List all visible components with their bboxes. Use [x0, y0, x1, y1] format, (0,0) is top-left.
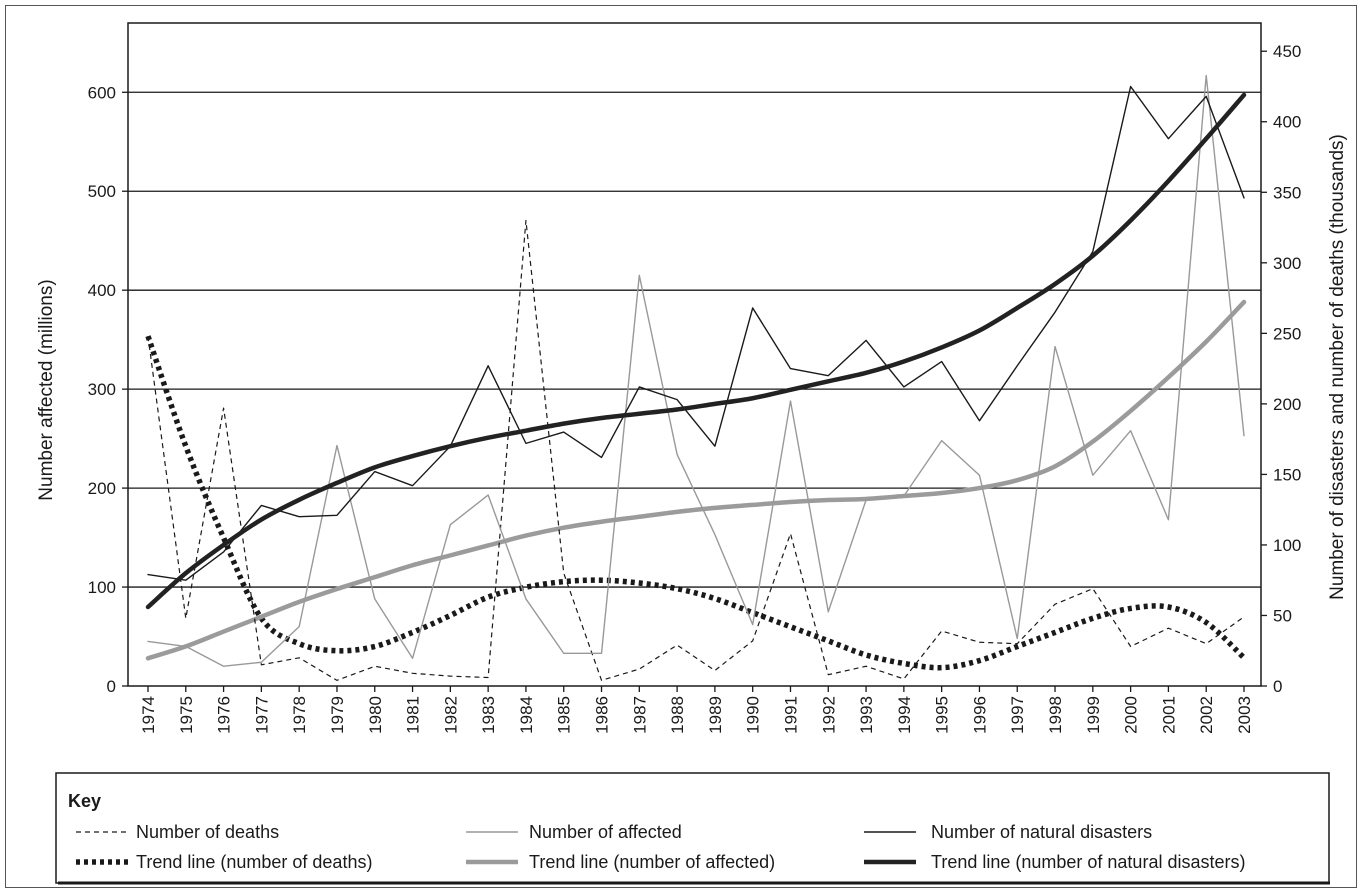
right-tick-label: 350	[1273, 183, 1301, 202]
x-tick-label: 1980	[366, 696, 385, 734]
left-tick-label: 0	[107, 677, 116, 696]
x-tick-label: 1975	[177, 696, 196, 734]
legend-label: Trend line (number of deaths)	[136, 852, 372, 872]
plot-area	[127, 22, 1262, 687]
x-tick-label: 1987	[630, 696, 649, 734]
x-tick-label: 2003	[1235, 696, 1254, 734]
legend: Key Number of deaths Number of affected Nu…	[55, 772, 1330, 885]
legend-label: Number of deaths	[136, 822, 279, 842]
x-tick-label: 1992	[819, 696, 838, 734]
right-tick-label: 450	[1273, 42, 1301, 61]
right-axis-title: Number of disasters and number of deaths…	[1327, 134, 1348, 600]
x-tick-label: 1996	[970, 696, 989, 734]
series-layer	[145, 74, 1247, 681]
left-tick-label: 100	[88, 578, 116, 597]
x-tick-label: 1982	[441, 696, 460, 734]
right-tick-label: 50	[1273, 606, 1292, 625]
right-tick-label: 300	[1273, 254, 1301, 273]
left-tick-label: 200	[88, 479, 116, 498]
legend-label: Trend line (number of natural disasters)	[931, 852, 1245, 872]
x-tick-label: 1990	[744, 696, 763, 734]
line-chart: 0 100 200 300 400 500 600 0 50 100 150 200 250 300 35…	[36, 22, 1348, 885]
legend-label: Trend line (number of affected)	[529, 852, 775, 872]
left-tick-label: 400	[88, 281, 116, 300]
x-tick-label: 1981	[404, 696, 423, 734]
series-trend-line-number-of-deaths	[145, 335, 1246, 671]
legend-title: Key	[68, 791, 101, 811]
x-tick-label: 1995	[933, 696, 952, 734]
x-tick-label: 2002	[1197, 696, 1216, 734]
x-tick-label: 1997	[1008, 696, 1027, 734]
chart-frame: 0 100 200 300 400 500 600 0 50 100 150 200 250 300 35…	[5, 5, 1357, 888]
right-tick-label: 200	[1273, 395, 1301, 414]
right-tick-label: 400	[1273, 113, 1301, 132]
right-tick-label: 0	[1273, 677, 1282, 696]
right-tick-label: 150	[1273, 465, 1301, 484]
gridlines	[128, 91, 1261, 588]
x-tick-label: 1986	[593, 696, 612, 734]
x-axis-ticks: 1974 1975 1976 1977 1978 1979 1980 1981 1982 1983…	[139, 686, 1254, 734]
x-tick-label: 1977	[252, 696, 271, 734]
x-tick-label: 1988	[668, 696, 687, 734]
left-axis-ticks: 0 100 200 300 400 500 600	[88, 83, 128, 696]
legend-label: Number of affected	[529, 822, 682, 842]
x-tick-label: 1983	[479, 696, 498, 734]
x-tick-label: 2001	[1159, 696, 1178, 734]
x-tick-label: 2000	[1122, 696, 1141, 734]
x-tick-label: 1991	[781, 696, 800, 734]
right-tick-label: 250	[1273, 324, 1301, 343]
left-tick-label: 500	[88, 182, 116, 201]
right-axis-ticks: 0 50 100 150 200 250 300 350 400 450	[1261, 42, 1301, 696]
left-axis-title: Number affected (millions)	[36, 279, 57, 500]
x-tick-label: 1985	[555, 696, 574, 734]
series-trend-line-number-of-affected	[145, 299, 1247, 661]
series-number-of-affected	[147, 74, 1245, 667]
legend-label: Number of natural disasters	[931, 822, 1152, 842]
x-tick-label: 1978	[290, 696, 309, 734]
x-tick-label: 1994	[895, 696, 914, 734]
right-tick-label: 100	[1273, 536, 1301, 555]
x-tick-label: 1999	[1084, 696, 1103, 734]
x-tick-label: 1979	[328, 696, 347, 734]
x-tick-label: 1984	[517, 696, 536, 734]
x-tick-label: 1974	[139, 696, 158, 734]
x-tick-label: 1993	[857, 696, 876, 734]
x-tick-label: 1976	[215, 696, 234, 734]
x-tick-label: 1989	[706, 696, 725, 734]
legend-box	[55, 772, 1330, 884]
series-number-of-natural-disasters	[147, 85, 1245, 581]
series-number-of-deaths	[147, 219, 1245, 681]
series-trend-line-number-of-natural-disasters	[145, 92, 1247, 610]
left-tick-label: 300	[88, 380, 116, 399]
left-tick-label: 600	[88, 83, 116, 102]
x-tick-label: 1998	[1046, 696, 1065, 734]
